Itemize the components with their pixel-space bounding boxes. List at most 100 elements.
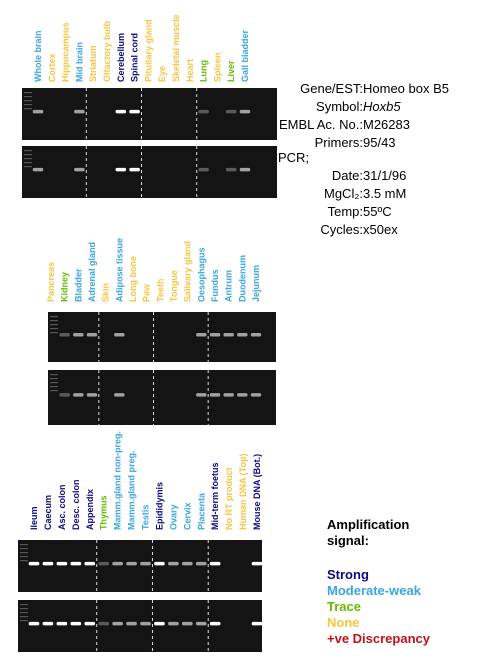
band	[250, 393, 262, 397]
band	[42, 621, 54, 626]
ladder	[24, 150, 32, 152]
legend-item: +ve Discrepancy	[327, 631, 430, 646]
lane-label: Pancreas	[46, 262, 56, 302]
gel	[22, 146, 277, 198]
legend-item: Moderate-weak	[327, 583, 421, 598]
gel	[48, 370, 276, 425]
info-key: Date:	[332, 168, 363, 183]
ladder	[20, 620, 28, 622]
band	[225, 167, 237, 172]
lane-label: Desc. colon	[71, 479, 81, 530]
band	[28, 561, 40, 566]
ladder	[50, 320, 58, 322]
legend: Amplification signal: Strong Moderate-wea…	[327, 517, 447, 647]
lane-label: Mamm.gland preg.	[127, 450, 137, 530]
band	[84, 561, 96, 566]
ladder	[24, 96, 32, 98]
lane-label: Ovary	[168, 504, 178, 530]
band	[115, 109, 127, 114]
lane-label: Epididymis	[154, 482, 164, 530]
band	[73, 393, 84, 397]
band	[198, 109, 209, 114]
band	[59, 333, 70, 337]
lane-label: Ileum	[29, 506, 39, 530]
lane-label: Oesophagus	[196, 247, 206, 302]
legend-item: None	[327, 615, 360, 630]
band	[239, 167, 251, 172]
lane-label: Appendix	[85, 489, 95, 530]
band	[32, 167, 44, 172]
band	[168, 561, 179, 566]
band	[140, 561, 151, 566]
ladder	[20, 560, 28, 562]
band	[196, 393, 207, 397]
gel	[18, 540, 262, 592]
band	[129, 167, 140, 172]
lane-label: Hippocampus	[61, 22, 71, 82]
ladder	[50, 386, 58, 388]
lane-label: Jejunum	[251, 265, 261, 302]
band	[195, 561, 207, 566]
info-value: Hoxb5	[363, 99, 401, 114]
band	[237, 393, 248, 397]
gel	[22, 88, 277, 140]
ladder	[20, 548, 28, 550]
band	[126, 621, 137, 626]
gel	[18, 600, 262, 652]
lane-label: Duodenum	[237, 255, 247, 302]
ladder	[50, 378, 58, 380]
band	[98, 621, 109, 626]
lane-label: Antrum	[224, 270, 234, 302]
band	[209, 561, 221, 566]
band	[28, 621, 40, 626]
band	[239, 109, 251, 114]
band	[112, 621, 123, 626]
lane-label: Whole brain	[33, 31, 43, 83]
lane-label: Asc. colon	[57, 484, 67, 530]
info-key: Cycles:	[320, 222, 363, 237]
ladder	[50, 382, 58, 384]
info-key: Primers:	[315, 135, 363, 150]
ladder	[50, 324, 58, 326]
info-key: Symbol:	[316, 99, 363, 114]
band	[225, 109, 237, 114]
gel	[48, 312, 276, 362]
lane-label: Placenta	[196, 492, 206, 530]
info-key: Gene/EST:	[300, 81, 363, 96]
band	[251, 621, 263, 626]
band	[74, 167, 85, 172]
band	[182, 561, 193, 566]
lane-label: Salivary gland	[183, 241, 193, 302]
ladder	[24, 166, 32, 168]
lane-label: Teeth	[155, 279, 165, 302]
info-value: 55ºC	[363, 204, 392, 219]
lane-label: Bladder	[73, 268, 83, 302]
lane-label: Skin	[101, 283, 111, 302]
band	[32, 109, 44, 114]
ladder	[20, 604, 28, 606]
lane-label: Cerebellum	[116, 33, 126, 82]
pcr-heading: PCR;	[278, 150, 309, 165]
band	[250, 333, 262, 337]
band	[168, 621, 179, 626]
info-value: 31/1/96	[363, 168, 406, 183]
lane-label: Gall bladder	[240, 29, 250, 82]
band	[56, 561, 68, 566]
ladder	[50, 390, 58, 392]
info-value: M26283	[363, 117, 410, 132]
ladder	[50, 332, 58, 334]
lane-label: Heart	[185, 59, 195, 82]
band	[195, 621, 207, 626]
lane-label: Pituitary gland	[143, 19, 153, 82]
band	[86, 393, 98, 397]
band	[114, 393, 125, 397]
band	[115, 167, 127, 172]
ladder	[24, 162, 32, 164]
ladder	[24, 92, 32, 94]
band	[70, 621, 82, 626]
lane-label: Cortex	[47, 53, 57, 82]
ladder	[24, 154, 32, 156]
band	[73, 333, 84, 337]
